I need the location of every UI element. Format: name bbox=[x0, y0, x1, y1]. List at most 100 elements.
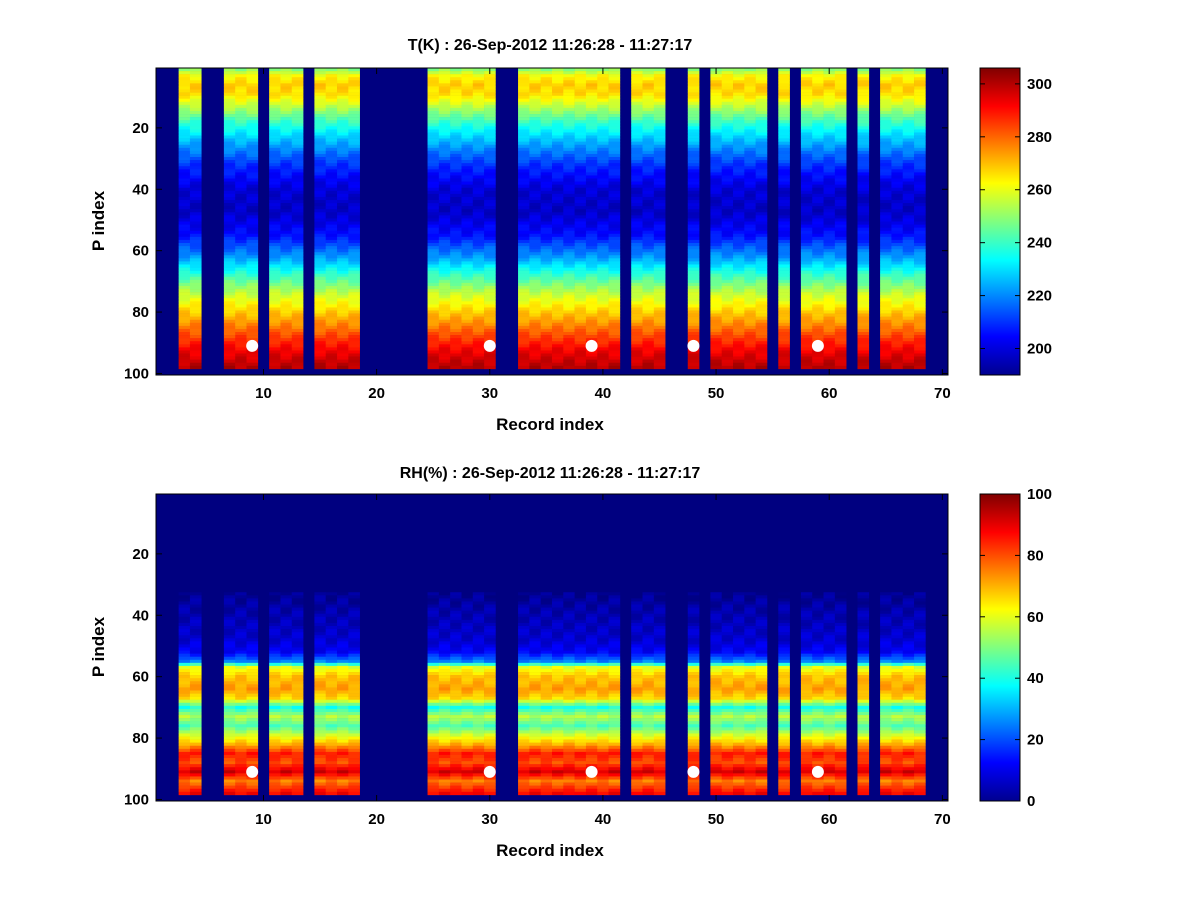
heatmap-cell bbox=[178, 184, 191, 189]
heatmap-cell bbox=[484, 215, 496, 219]
heatmap-cell bbox=[178, 190, 191, 195]
heatmap-cell bbox=[653, 83, 666, 87]
heatmap-cell bbox=[450, 304, 462, 308]
heatmap-cell bbox=[518, 304, 530, 308]
heatmap-cell bbox=[314, 144, 327, 149]
heatmap-cell bbox=[574, 68, 587, 72]
heatmap-cell bbox=[631, 120, 643, 124]
heatmap-cell bbox=[529, 285, 541, 290]
heatmap-cell bbox=[721, 353, 734, 357]
heatmap-cell bbox=[563, 200, 575, 204]
heatmap-cell bbox=[189, 209, 202, 213]
heatmap-cell bbox=[778, 362, 790, 367]
heatmap-cell bbox=[834, 353, 847, 357]
heatmap-cell bbox=[857, 193, 870, 198]
y-axis-label: P index bbox=[89, 190, 108, 251]
heatmap-cell bbox=[721, 218, 734, 222]
heatmap-cell bbox=[529, 160, 541, 164]
heatmap-cell bbox=[178, 791, 191, 796]
heatmap-cell bbox=[269, 672, 281, 676]
heatmap-cell bbox=[891, 301, 904, 305]
heatmap-cell bbox=[325, 135, 338, 139]
heatmap-cell bbox=[269, 754, 281, 759]
heatmap-cell bbox=[812, 239, 824, 244]
heatmap-cell bbox=[857, 169, 870, 173]
heatmap-cell bbox=[427, 295, 440, 299]
heatmap-cell bbox=[914, 74, 926, 78]
heatmap-cell bbox=[823, 89, 836, 93]
heatmap-cell bbox=[642, 310, 655, 314]
heatmap-cell bbox=[223, 316, 236, 321]
heatmap-cell bbox=[653, 264, 666, 268]
heatmap-cell bbox=[223, 362, 236, 367]
heatmap-cell bbox=[518, 264, 530, 268]
heatmap-cell bbox=[235, 764, 247, 768]
heatmap-cell bbox=[653, 215, 666, 219]
heatmap-cell bbox=[246, 160, 259, 164]
heatmap-cell bbox=[189, 270, 202, 274]
heatmap-cell bbox=[574, 163, 587, 167]
heatmap-cell bbox=[291, 212, 304, 216]
heatmap-cell bbox=[891, 157, 904, 161]
heatmap-cell bbox=[178, 751, 191, 756]
heatmap-cell bbox=[914, 224, 926, 228]
heatmap-cell bbox=[721, 295, 734, 299]
heatmap-cell bbox=[223, 347, 236, 351]
heatmap-cell bbox=[755, 338, 768, 342]
heatmap-cell bbox=[857, 233, 870, 238]
heatmap-cell bbox=[291, 172, 304, 176]
heatmap-cell bbox=[450, 92, 462, 96]
heatmap-cell bbox=[178, 83, 191, 87]
heatmap-cell bbox=[518, 362, 530, 367]
heatmap-cell bbox=[223, 267, 236, 271]
heatmap-cell bbox=[529, 92, 541, 96]
heatmap-cell bbox=[744, 246, 756, 250]
heatmap-cell bbox=[484, 80, 496, 84]
heatmap-cell bbox=[653, 332, 666, 336]
heatmap-cell bbox=[733, 160, 745, 164]
heatmap-cell bbox=[608, 80, 621, 84]
heatmap-cell bbox=[540, 328, 553, 333]
heatmap-cell bbox=[563, 169, 575, 173]
heatmap-cell bbox=[518, 68, 530, 72]
heatmap-cell bbox=[710, 335, 723, 339]
heatmap-cell bbox=[744, 104, 756, 109]
heatmap-cell bbox=[178, 135, 191, 139]
heatmap-cell bbox=[178, 304, 191, 308]
heatmap-cell bbox=[563, 319, 575, 324]
heatmap-cell bbox=[812, 153, 824, 158]
heatmap-cell bbox=[834, 101, 847, 106]
heatmap-cell bbox=[755, 209, 768, 213]
heatmap-cell bbox=[721, 123, 734, 127]
heatmap-cell bbox=[269, 715, 281, 719]
heatmap-cell bbox=[427, 292, 440, 296]
heatmap-cell bbox=[314, 239, 327, 244]
heatmap-cell bbox=[914, 92, 926, 96]
heatmap-cell bbox=[597, 316, 609, 321]
heatmap-cell bbox=[755, 292, 768, 296]
heatmap-cell bbox=[755, 301, 768, 305]
heatmap-cell bbox=[280, 335, 293, 339]
heatmap-cell bbox=[914, 359, 926, 364]
heatmap-cell bbox=[733, 141, 745, 146]
heatmap-cell bbox=[461, 338, 474, 342]
heatmap-cell bbox=[914, 187, 926, 192]
heatmap-cell bbox=[269, 304, 281, 308]
heatmap-cell bbox=[189, 77, 202, 81]
heatmap-cell bbox=[427, 353, 440, 357]
heatmap-cell bbox=[235, 362, 247, 367]
heatmap-cell bbox=[189, 236, 202, 241]
heatmap-cell bbox=[246, 304, 259, 308]
heatmap-cell bbox=[744, 285, 756, 290]
heatmap-cell bbox=[631, 341, 643, 345]
heatmap-cell bbox=[857, 292, 870, 296]
heatmap-cell bbox=[552, 298, 564, 302]
heatmap-cell bbox=[778, 310, 790, 314]
heatmap-cell bbox=[540, 126, 553, 130]
heatmap-cell bbox=[891, 221, 904, 225]
heatmap-cell bbox=[280, 144, 293, 149]
heatmap-cell bbox=[744, 209, 756, 213]
heatmap-cell bbox=[721, 270, 734, 274]
heatmap-cell bbox=[337, 200, 349, 204]
heatmap-cell bbox=[744, 301, 756, 305]
